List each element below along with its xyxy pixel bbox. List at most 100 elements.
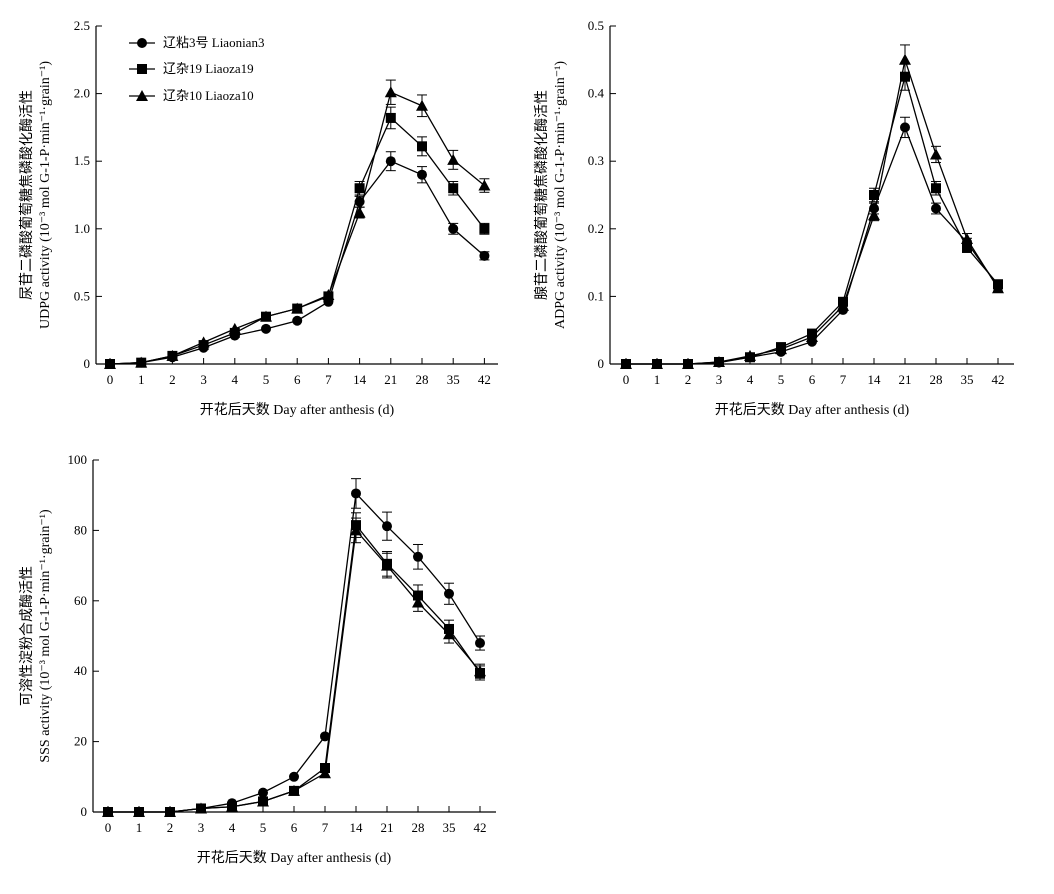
adpg-point-liaoza10 <box>775 343 787 355</box>
udpg-x-tick-label: 2 <box>169 372 176 387</box>
legend-label-liaoza10: 辽杂10 Liaoza10 <box>163 88 254 103</box>
adpg-point-liaoza19 <box>869 190 879 200</box>
adpg-marks <box>620 44 1004 369</box>
sss-x-tick-label: 1 <box>136 820 143 835</box>
sss-x-tick-label: 42 <box>474 820 487 835</box>
legend: 辽粘3号 Liaonian3 辽杂19 Liaoza19 辽杂10 Liaoza… <box>129 35 264 103</box>
adpg-point-liaoza10 <box>806 330 818 342</box>
udpg-x-tick-label: 14 <box>353 372 367 387</box>
adpg-point-liaoza10 <box>961 232 973 244</box>
legend-item-liaoza10: 辽杂10 Liaoza10 <box>129 88 254 103</box>
udpg-point-liaoza19 <box>448 183 459 194</box>
udpg-y-tick-label: 2.0 <box>74 86 90 101</box>
sss-point-liaonian3 <box>444 588 454 599</box>
sss-y-tick-label: 40 <box>74 663 87 678</box>
adpg-x-tick-label: 3 <box>716 372 723 387</box>
udpg-x-tick-label: 4 <box>232 372 239 387</box>
udpg-point-liaoza10 <box>384 86 397 98</box>
udpg-series-line-liaonian3 <box>109 160 485 365</box>
adpg-x-tick-label: 28 <box>930 372 943 387</box>
sss-x-tick-label: 7 <box>322 820 329 835</box>
adpg-point-liaonian3 <box>931 203 941 214</box>
adpg-point-liaoza10 <box>837 299 849 311</box>
udpg-point-liaoza10 <box>135 356 148 368</box>
sss-chart: 开花后天数 Day after anthesis (d) 可溶性淀粉合成酶活性 … <box>19 452 496 866</box>
udpg-chart: 开花后天数 Day after anthesis (d) 尿苷二磷酸葡萄糖焦磷酸… <box>19 18 498 418</box>
legend-label-liaoza19: 辽杂19 Liaoza19 <box>163 61 254 76</box>
sss-x-axis-title: 开花后天数 Day after anthesis (d) <box>197 850 392 866</box>
sss-y-tick-label: 80 <box>74 522 87 537</box>
sss-point-liaonian3 <box>475 638 485 649</box>
sss-series-line-liaonian3 <box>108 491 481 813</box>
adpg-ticks: 0 0.1 0.2 0.3 0.4 0.5 0 1 2 3 4 5 6 7 14 21 28 35 42 <box>588 18 1005 387</box>
adpg-point-liaoza19 <box>931 183 941 194</box>
udpg-point-liaoza19 <box>385 112 396 123</box>
sss-x-tick-label: 5 <box>260 820 267 835</box>
udpg-point-liaonian3 <box>479 250 490 261</box>
sss-point-liaoza10 <box>257 795 269 807</box>
legend-item-liaoza19: 辽杂19 Liaoza19 <box>129 61 254 76</box>
adpg-y-axis-title-en: ADPG activity (10⁻³ mol G-1-P·min⁻¹·grai… <box>553 61 568 329</box>
sss-x-tick-label: 28 <box>412 820 425 835</box>
adpg-x-tick-label: 42 <box>992 372 1005 387</box>
udpg-x-tick-label: 42 <box>478 372 491 387</box>
adpg-x-tick-label: 7 <box>840 372 847 387</box>
udpg-x-tick-label: 1 <box>138 372 145 387</box>
sss-y-tick-label: 0 <box>81 804 88 819</box>
legend-marker-liaoza10 <box>136 90 148 101</box>
adpg-series-line-liaoza10 <box>626 57 999 365</box>
adpg-point-liaoza10 <box>992 282 1004 294</box>
udpg-point-liaoza10 <box>260 310 272 322</box>
sss-point-liaonian3 <box>258 787 268 798</box>
sss-y-tick-label: 20 <box>74 734 87 749</box>
adpg-series-line-liaonian3 <box>626 125 999 365</box>
sss-series-line-liaoza19 <box>108 523 481 813</box>
adpg-point-liaoza10 <box>744 349 756 361</box>
sss-x-tick-label: 14 <box>350 820 364 835</box>
adpg-y-axis-title-cn: 腺苷二磷酸葡萄糖焦磷酸化酶活性 <box>534 90 550 300</box>
udpg-point-liaonian3 <box>261 323 271 334</box>
udpg-y-axis-title-en: UDPG activity (10⁻³ mol G-1-P·min⁻¹·grai… <box>38 61 53 329</box>
udpg-point-liaoza10 <box>291 302 304 314</box>
adpg-point-liaoza10 <box>620 358 632 369</box>
udpg-point-liaoza10 <box>228 322 241 334</box>
sss-point-liaoza10 <box>288 784 300 796</box>
sss-x-tick-label: 3 <box>198 820 205 835</box>
udpg-point-liaonian3 <box>385 156 396 167</box>
sss-x-tick-label: 0 <box>105 820 112 835</box>
adpg-x-tick-label: 0 <box>623 372 630 387</box>
udpg-y-tick-label: 0.5 <box>74 288 90 303</box>
adpg-x-tick-label: 1 <box>654 372 661 387</box>
sss-point-liaonian3 <box>382 521 392 532</box>
udpg-x-axis-title: 开花后天数 Day after anthesis (d) <box>200 402 395 418</box>
sss-marks <box>102 478 486 817</box>
sss-point-liaoza10 <box>443 628 455 640</box>
adpg-point-liaoza19 <box>962 242 972 253</box>
sss-series-line-liaoza10 <box>108 528 481 813</box>
udpg-marks <box>104 79 491 369</box>
legend-marker-liaoza19 <box>137 64 147 74</box>
udpg-y-tick-label: 0 <box>84 356 91 371</box>
udpg-y-tick-label: 2.5 <box>74 18 90 33</box>
adpg-y-tick-label: 0.2 <box>588 221 604 236</box>
sss-point-liaoza10 <box>195 802 207 814</box>
adpg-x-tick-label: 14 <box>868 372 882 387</box>
udpg-y-tick-label: 1.5 <box>74 153 90 168</box>
udpg-point-liaoza10 <box>353 206 366 218</box>
udpg-point-liaoza19 <box>479 223 490 234</box>
sss-y-tick-label: 100 <box>68 452 88 467</box>
udpg-x-tick-label: 7 <box>325 372 332 387</box>
legend-marker-liaonian3 <box>137 38 147 48</box>
sss-y-tick-label: 60 <box>74 593 87 608</box>
udpg-x-tick-label: 28 <box>416 372 429 387</box>
sss-point-liaoza10 <box>133 806 145 817</box>
adpg-point-liaonian3 <box>900 122 910 133</box>
adpg-point-liaoza10 <box>713 355 725 367</box>
legend-label-liaonian3: 辽粘3号 Liaonian3 <box>163 35 264 50</box>
udpg-x-tick-label: 6 <box>294 372 301 387</box>
sss-y-axis-title-cn: 可溶性淀粉合成酶活性 <box>19 566 35 706</box>
udpg-point-liaoza19 <box>354 183 365 194</box>
udpg-point-liaonian3 <box>292 315 303 326</box>
sss-point-liaoza10 <box>350 524 362 536</box>
